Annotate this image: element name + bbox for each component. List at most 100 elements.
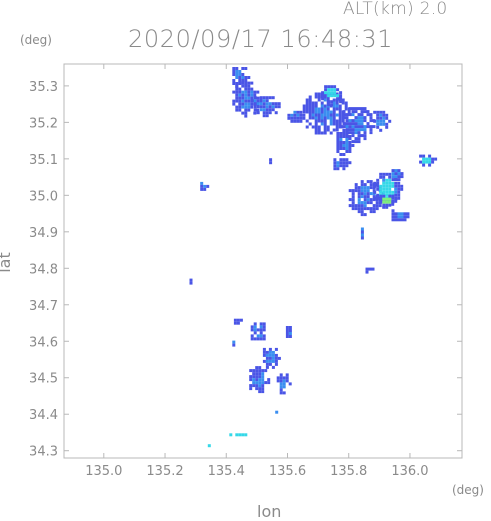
echo-cell [382, 119, 386, 123]
echo-cell [345, 113, 349, 117]
tick-layer: 135.0 135.2 135.4 135.6 135.8 136.0 35.3 35.2 35… [29, 64, 462, 479]
echo-cell [373, 196, 377, 200]
echo-cell [277, 102, 281, 106]
echo-cell [394, 193, 398, 197]
echo-cell [256, 99, 260, 103]
echo-cell [339, 97, 343, 101]
echo-cell [305, 110, 309, 114]
echo-cell [249, 387, 253, 391]
echo-cell [391, 172, 395, 176]
echo-cell [259, 325, 263, 329]
echo-cell [391, 209, 395, 213]
echo-cell [302, 104, 306, 108]
echo-cell [391, 184, 395, 188]
echo-cell [320, 104, 324, 108]
echo-cell [302, 113, 306, 117]
echo-cell [271, 350, 275, 354]
echo-cell [261, 369, 265, 373]
echo-cell [256, 108, 260, 112]
echo-cell [250, 337, 254, 341]
echo-cell [255, 381, 259, 385]
echo-cell [348, 150, 352, 153]
echo-cell [311, 125, 315, 129]
echo-cell [360, 233, 364, 237]
echo-cell [320, 101, 324, 105]
echo-cell [232, 82, 236, 85]
echo-cell [351, 125, 355, 129]
echo-cell [249, 375, 253, 379]
echo-cell [244, 102, 248, 106]
echo-cell [236, 318, 240, 322]
echo-cell [247, 90, 251, 94]
echo-cell [345, 138, 349, 141]
echo-cell [351, 110, 355, 114]
echo-cell [262, 111, 266, 115]
echo-cell [382, 181, 386, 185]
echo-cell [261, 384, 265, 388]
echo-cell [339, 91, 343, 95]
echo-cell [255, 378, 259, 382]
echo-cell [267, 378, 271, 382]
echo-cell [363, 195, 367, 199]
echo-cell [314, 128, 318, 132]
echo-cell [363, 134, 367, 138]
echo-cell [323, 113, 327, 117]
echo-cell [419, 160, 423, 164]
radar-echo [379, 194, 398, 207]
echo-cell [288, 335, 292, 338]
echo-cell [428, 154, 432, 158]
echo-cell [391, 190, 395, 194]
echo-cell [241, 67, 245, 70]
echo-cell [293, 110, 297, 114]
echo-cell [400, 212, 404, 216]
radar-echo [321, 85, 343, 107]
echo-cell [428, 157, 432, 161]
echo-cell [250, 105, 254, 109]
echo-cell [391, 178, 395, 182]
echo-cell [351, 113, 355, 117]
radar-echo [391, 209, 410, 222]
echo-cell [268, 356, 272, 360]
radar-echo [269, 158, 273, 165]
echo-cell [285, 335, 289, 338]
echo-cell [235, 82, 239, 85]
echo-cell [262, 105, 266, 109]
echo-cell [357, 192, 361, 196]
echo-cell [376, 181, 380, 185]
timestamp-title: 2020/09/17 16:48:31 [128, 25, 394, 53]
echo-cell [348, 198, 352, 202]
echo-cell [338, 113, 342, 117]
y-tick-label: 35.1 [29, 153, 58, 168]
echo-cell [233, 318, 237, 322]
echo-cell [357, 195, 361, 199]
echo-cell [379, 116, 383, 120]
echo-cell [348, 131, 352, 135]
echo-cell [357, 128, 361, 132]
echo-cell [363, 204, 367, 208]
echo-cell [327, 100, 331, 104]
echo-cell [391, 212, 395, 216]
echo-cell [354, 110, 358, 114]
echo-cell [314, 119, 318, 123]
echo-cell [366, 113, 370, 117]
echo-cell [388, 172, 392, 176]
echo-cell [341, 101, 345, 105]
echo-cell [203, 184, 207, 188]
echo-cell [339, 147, 343, 150]
echo-cell [279, 385, 283, 389]
echo-cell [338, 116, 342, 120]
echo-cell [262, 337, 266, 341]
x-tick-label: 135.2 [146, 464, 183, 479]
echo-cell [338, 119, 342, 123]
echo-cell [323, 110, 327, 114]
echo-cell [308, 116, 312, 120]
echo-cell [262, 328, 266, 332]
echo-cell [382, 205, 386, 209]
echo-cell [400, 175, 404, 179]
echo-cell [379, 175, 383, 179]
echo-cell [345, 147, 349, 150]
echo-cell [357, 116, 361, 120]
echo-cell [345, 135, 349, 138]
echo-cell [265, 365, 269, 369]
echo-cell [397, 178, 401, 182]
